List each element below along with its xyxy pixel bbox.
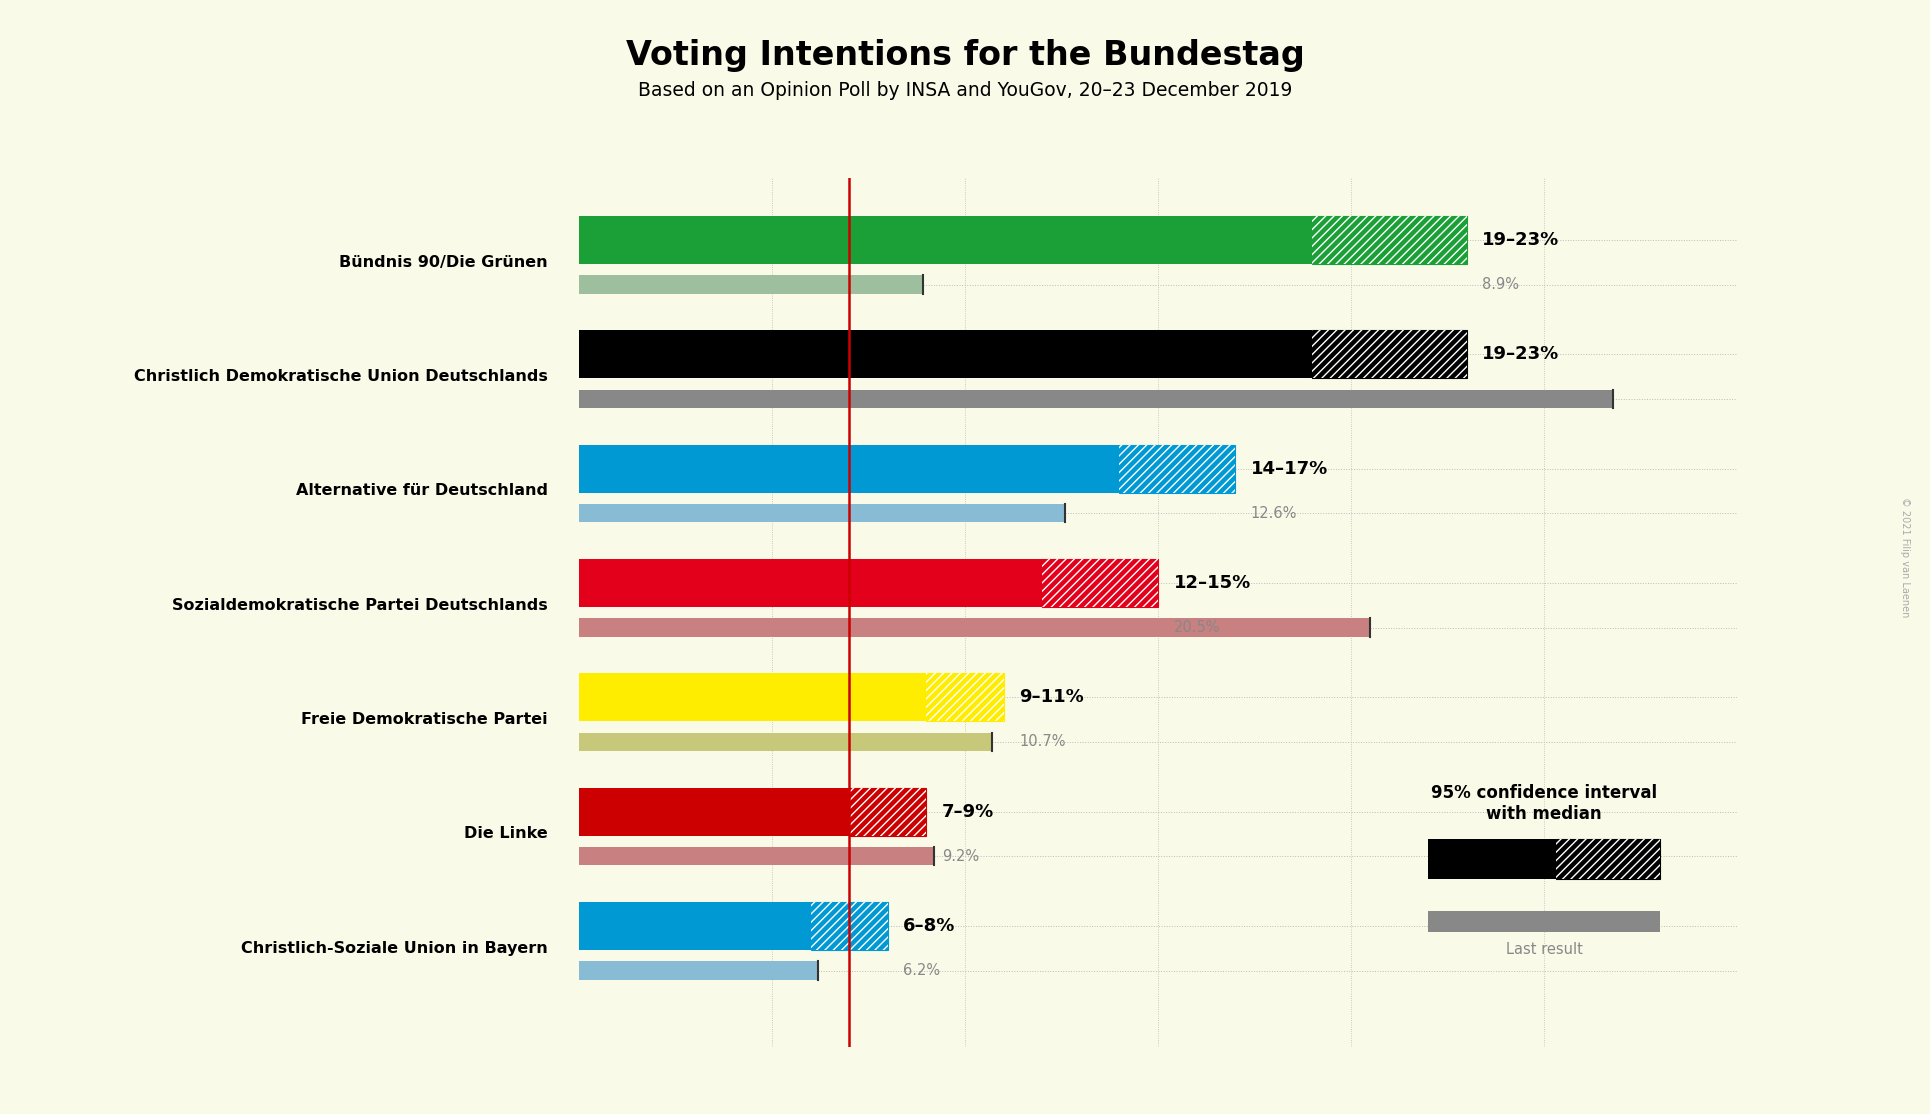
Bar <box>579 444 1119 492</box>
Bar <box>579 788 849 836</box>
Bar <box>1312 330 1467 379</box>
Bar <box>1042 559 1158 607</box>
Bar <box>579 330 1312 379</box>
Text: 19–23%: 19–23% <box>1482 231 1559 250</box>
Bar <box>1428 911 1660 931</box>
Bar <box>1312 216 1467 264</box>
Text: 8.9%: 8.9% <box>1482 277 1519 292</box>
Text: 14–17%: 14–17% <box>1251 460 1328 478</box>
Bar <box>1556 839 1660 879</box>
Bar <box>1042 559 1158 607</box>
Text: Bündnis 90/Die Grünen: Bündnis 90/Die Grünen <box>340 255 548 270</box>
Text: 19–23%: 19–23% <box>1482 345 1559 363</box>
Bar <box>1312 330 1467 379</box>
Bar <box>811 902 888 950</box>
Bar <box>579 390 1613 408</box>
Bar <box>579 961 818 979</box>
Text: © 2021 Filip van Laenen: © 2021 Filip van Laenen <box>1899 497 1911 617</box>
Text: 12–15%: 12–15% <box>1173 574 1251 592</box>
Bar <box>579 618 1370 637</box>
Bar <box>1428 839 1556 879</box>
Text: 26.8%: 26.8% <box>1482 391 1529 407</box>
Text: Die Linke: Die Linke <box>465 827 548 841</box>
Text: 6.2%: 6.2% <box>903 964 940 978</box>
Bar <box>926 673 1004 722</box>
Bar <box>579 902 811 950</box>
Bar <box>849 788 926 836</box>
Bar <box>579 275 923 294</box>
Bar <box>1556 839 1660 879</box>
Text: Christlich-Soziale Union in Bayern: Christlich-Soziale Union in Bayern <box>241 940 548 956</box>
Bar <box>1042 559 1158 607</box>
Bar <box>926 673 1004 722</box>
Text: Christlich Demokratische Union Deutschlands: Christlich Demokratische Union Deutschla… <box>135 369 548 384</box>
Text: 7–9%: 7–9% <box>942 802 994 821</box>
Bar <box>579 733 992 751</box>
Bar <box>1312 330 1467 379</box>
Text: Last result: Last result <box>1505 942 1583 957</box>
Bar <box>849 788 926 836</box>
Text: Based on an Opinion Poll by INSA and YouGov, 20–23 December 2019: Based on an Opinion Poll by INSA and You… <box>637 81 1293 100</box>
Text: Sozialdemokratische Partei Deutschlands: Sozialdemokratische Partei Deutschlands <box>172 598 548 613</box>
Bar <box>579 559 1042 607</box>
Bar <box>579 504 1065 522</box>
Text: 9.2%: 9.2% <box>942 849 979 863</box>
Text: 95% confidence interval
with median: 95% confidence interval with median <box>1430 784 1658 823</box>
Text: 10.7%: 10.7% <box>1019 734 1065 750</box>
Bar <box>811 902 888 950</box>
Text: 20.5%: 20.5% <box>1173 620 1220 635</box>
Bar <box>1312 216 1467 264</box>
Bar <box>579 673 926 722</box>
Text: Alternative für Deutschland: Alternative für Deutschland <box>295 483 548 498</box>
Bar <box>926 673 1004 722</box>
Bar <box>579 847 934 866</box>
Text: 6–8%: 6–8% <box>903 917 955 935</box>
Bar <box>1119 444 1235 492</box>
Bar <box>1119 444 1235 492</box>
Text: 9–11%: 9–11% <box>1019 688 1085 706</box>
Text: Voting Intentions for the Bundestag: Voting Intentions for the Bundestag <box>625 39 1305 72</box>
Bar <box>579 216 1312 264</box>
Bar <box>811 902 888 950</box>
Text: 12.6%: 12.6% <box>1251 506 1297 520</box>
Bar <box>849 788 926 836</box>
Bar <box>1119 444 1235 492</box>
Text: Freie Demokratische Partei: Freie Demokratische Partei <box>301 712 548 727</box>
Bar <box>1312 216 1467 264</box>
